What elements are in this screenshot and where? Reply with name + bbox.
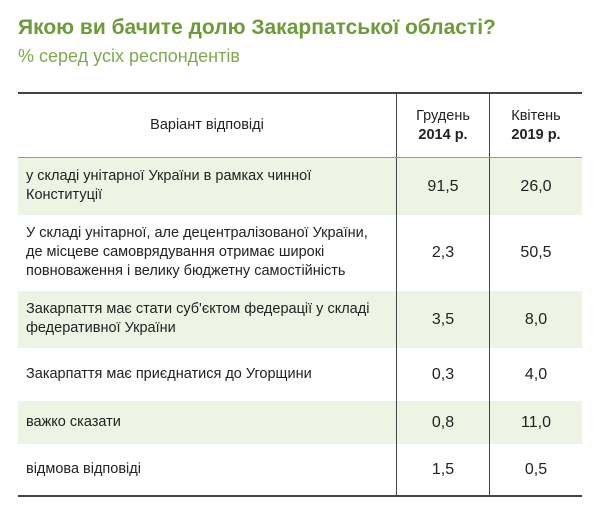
table-row: Закарпаття має приєднатися до Угорщини 0,…: [18, 347, 582, 401]
table-row: Закарпаття має стати суб'єктом федерації…: [18, 290, 582, 348]
subtitle: % серед усіх респондентів: [18, 46, 240, 66]
value-cell: 0,8: [396, 400, 490, 444]
answer-cell: У складі унітарної, але децентралізовано…: [26, 225, 368, 279]
value-cell: 91,5: [396, 157, 490, 215]
table-body: у складі унітарної України в рамках чинн…: [18, 157, 582, 496]
header-month: Грудень: [416, 107, 470, 124]
value-cell: 4,0: [489, 347, 582, 401]
header-year: 2019 р.: [511, 126, 561, 143]
value-cell: 2,3: [396, 214, 490, 291]
results-table: Варіант відповіді Грудень 2014 р. Квітень…: [18, 92, 582, 497]
header-year: 2014 р.: [418, 126, 468, 143]
header-cell: Варіант відповіді: [18, 93, 397, 158]
answer-cell: відмова відповіді: [26, 460, 141, 477]
answer-cell: важко сказати: [18, 400, 397, 444]
table-row: у складі унітарної України в рамках чинн…: [18, 157, 582, 215]
value-cell: 8,0: [489, 290, 582, 348]
table-row: важко сказати 0,8 11,0: [18, 400, 582, 444]
table-row: відмова відповіді 1,5 0,5: [18, 443, 582, 496]
header-cell: Грудень 2014 р.: [396, 93, 490, 158]
answer-cell: Закарпаття має приєднатися до Угорщини: [26, 365, 312, 382]
header-row: Варіант відповіді Грудень 2014 р. Квітень…: [18, 93, 582, 158]
answer-cell: Закарпаття має стати суб'єктом федерації…: [18, 290, 397, 348]
value-cell: 0,5: [489, 443, 582, 496]
answer-cell: у складі унітарної України в рамках чинн…: [18, 157, 397, 215]
header-month: Квітень: [511, 107, 561, 124]
table-header: Варіант відповіді Грудень 2014 р. Квітень…: [18, 93, 582, 158]
value-cell: 3,5: [396, 290, 490, 348]
title: Якою ви бачите долю Закарпатської област…: [18, 16, 496, 39]
header-cell: Квітень 2019 р.: [489, 93, 582, 158]
value-cell: 0,3: [396, 347, 490, 401]
value-cell: 26,0: [489, 157, 582, 215]
value-cell: 50,5: [489, 214, 582, 291]
table-row: У складі унітарної, але децентралізовано…: [18, 214, 582, 291]
value-cell: 1,5: [396, 443, 490, 496]
value-cell: 11,0: [489, 400, 582, 444]
